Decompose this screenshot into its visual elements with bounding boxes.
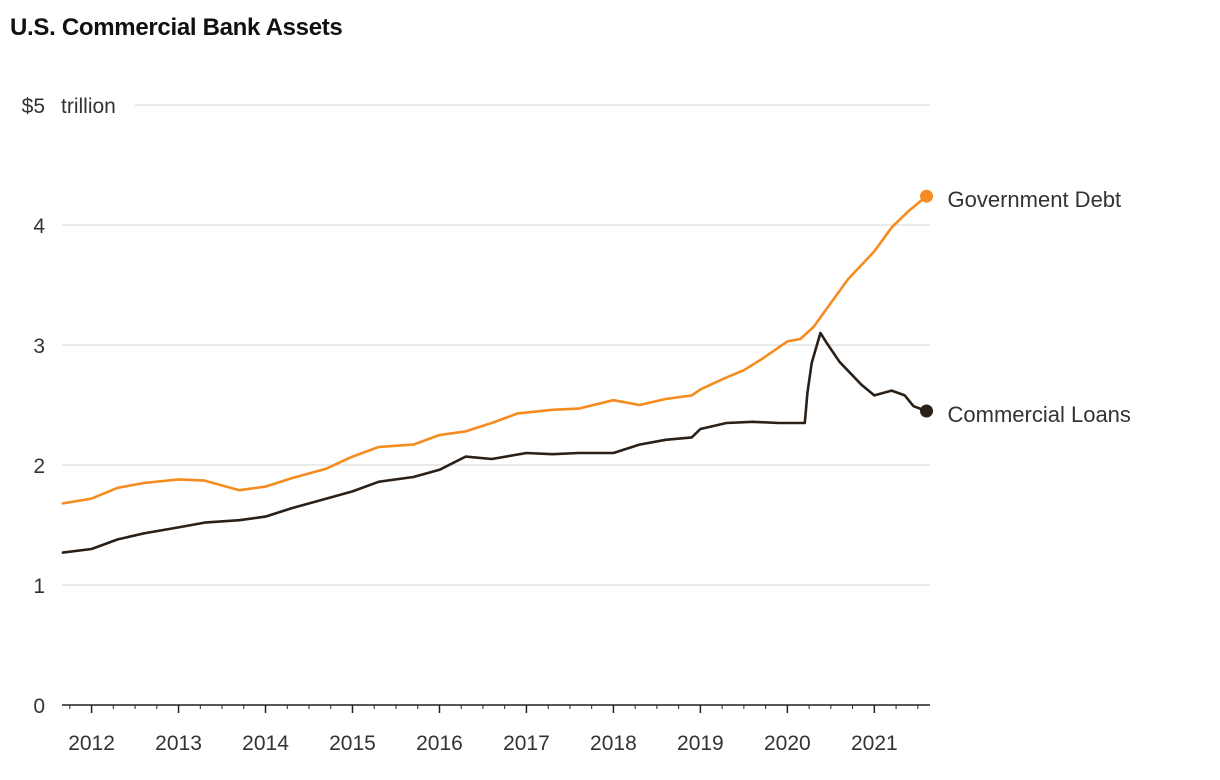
x-tick-label: 2015 bbox=[329, 732, 376, 755]
y-tick-label: $5 bbox=[22, 95, 45, 118]
x-tick-label: 2013 bbox=[155, 732, 202, 755]
series-label: Government Debt bbox=[948, 187, 1122, 212]
x-axis: 2012 2013 2014 2015 2016 2017 2018 2019 2020 2021 bbox=[62, 704, 930, 755]
y-tick-label: 2 bbox=[33, 455, 45, 478]
y-unit-label: trillion bbox=[61, 95, 116, 118]
x-tick-label: 2012 bbox=[68, 732, 115, 755]
series-end-dot bbox=[920, 404, 934, 418]
series-label: Commercial Loans bbox=[948, 402, 1131, 427]
gridlines bbox=[62, 104, 930, 706]
x-tick-label: 2018 bbox=[590, 732, 637, 755]
x-tick-label: 2019 bbox=[677, 732, 724, 755]
x-tick-label: 2021 bbox=[851, 732, 898, 755]
x-tick-label: 2017 bbox=[503, 732, 550, 755]
y-tick-label: 0 bbox=[33, 695, 45, 718]
x-tick-label: 2020 bbox=[764, 732, 811, 755]
chart-title: U.S. Commercial Bank Assets bbox=[10, 14, 343, 41]
x-tick-label: 2016 bbox=[416, 732, 463, 755]
y-tick-label: 3 bbox=[33, 335, 45, 358]
x-tick-label: 2014 bbox=[242, 732, 289, 755]
series-line-commercial-loans bbox=[61, 331, 928, 554]
series-line-government-debt bbox=[61, 194, 928, 505]
y-axis-ticks: $5 trillion 4 3 2 1 0 bbox=[22, 95, 116, 718]
series-end-labels: Government Debt Commercial Loans bbox=[920, 187, 1131, 427]
series-end-dot bbox=[920, 189, 934, 203]
series-lines bbox=[61, 194, 928, 554]
y-tick-label: 4 bbox=[33, 215, 45, 238]
y-tick-label: 1 bbox=[33, 575, 45, 598]
